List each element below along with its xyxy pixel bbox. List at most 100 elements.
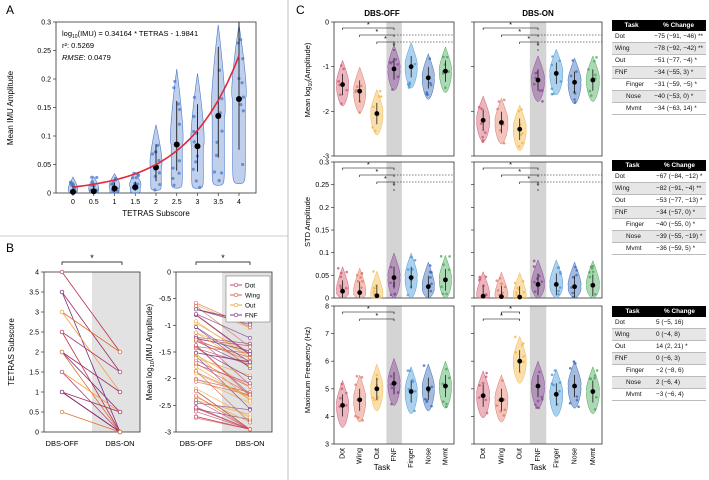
cell-task: Nose — [612, 230, 653, 243]
data-point — [502, 98, 506, 102]
data-point — [569, 74, 573, 78]
y-tick-label: 0.05 — [315, 273, 329, 280]
y-tick-label: 0.15 — [315, 228, 329, 235]
data-point — [485, 411, 489, 415]
th-change: % Change — [653, 160, 706, 171]
data-point — [556, 266, 560, 269]
sig-star: * — [384, 174, 387, 183]
data-point — [192, 140, 196, 144]
data-point — [594, 293, 597, 296]
x-tick-label: Dot — [480, 448, 487, 459]
data-point — [520, 108, 523, 111]
median-marker — [194, 143, 201, 150]
data-point — [515, 293, 519, 297]
data-point — [177, 171, 181, 175]
table-row: Mvmt −36 (−59, 5) * — [612, 242, 706, 255]
data-point — [551, 55, 554, 58]
subject-line — [195, 366, 251, 400]
median-marker — [590, 77, 596, 83]
data-point — [194, 179, 198, 183]
data-point — [157, 171, 162, 175]
sig-bracket — [501, 34, 539, 37]
point-on — [248, 364, 252, 368]
panel-b-right-ylabel: Mean log10(IMU Amplitude) — [145, 303, 156, 400]
cell-task: Mvmt — [612, 242, 653, 255]
cell-task: Finger — [612, 218, 653, 231]
data-point — [498, 276, 502, 280]
legend-marker — [233, 292, 239, 298]
data-point — [413, 389, 417, 393]
x-tick-label: Out — [517, 448, 524, 459]
y-tick-label: 0.5 — [29, 410, 39, 417]
data-point — [558, 381, 562, 384]
median-marker — [408, 275, 414, 280]
data-point — [413, 409, 416, 413]
subject-line — [61, 411, 121, 433]
subject-line — [61, 311, 121, 353]
median-marker — [340, 402, 345, 408]
data-point — [371, 396, 375, 400]
median-marker — [408, 389, 414, 394]
data-point — [593, 376, 596, 380]
data-point — [240, 81, 244, 85]
cell-change: −78 (−92, −42) ** — [651, 42, 706, 55]
data-point — [220, 171, 224, 175]
cell-change: −2 (−8, 6) — [653, 364, 706, 377]
cell-change: −34 (−57, 0) * — [653, 206, 706, 219]
y-tick-label: 0.2 — [41, 77, 51, 84]
data-point — [518, 371, 522, 374]
data-point — [558, 270, 562, 274]
x-tick-label: 3.5 — [213, 199, 223, 206]
data-point — [241, 57, 245, 61]
data-point — [429, 81, 432, 85]
data-point — [557, 289, 560, 293]
data-point — [171, 166, 175, 170]
data-point — [588, 377, 592, 381]
subject-line — [195, 363, 251, 395]
subject-line — [195, 399, 251, 430]
data-point — [339, 284, 342, 288]
subject-line — [195, 378, 251, 404]
median-marker — [173, 141, 180, 148]
data-point — [588, 271, 591, 274]
cell-change: −75 (−91, −46) ** — [651, 31, 706, 43]
data-point — [430, 404, 433, 408]
data-point — [536, 399, 540, 403]
data-point — [540, 397, 544, 401]
panel-b: B 0 0.5 1 1.5 2 2.5 3 3.5 4 * DBS-OFF DBS-ON TET… — [6, 241, 273, 448]
data-point — [593, 374, 597, 377]
data-point — [595, 395, 598, 399]
median-marker — [517, 358, 523, 364]
x-group-off: DBS-OFF — [46, 439, 79, 448]
sig-bracket — [61, 261, 123, 265]
sig-bracket — [482, 27, 539, 30]
sig-star: * — [527, 174, 530, 183]
data-point — [354, 383, 357, 387]
data-point — [478, 384, 481, 387]
data-point — [411, 268, 414, 271]
data-point — [499, 128, 502, 132]
point-off — [194, 389, 198, 394]
table-row: Nose −39 (−55, −19) * — [612, 230, 706, 243]
data-point — [503, 285, 507, 289]
data-point — [176, 102, 180, 106]
data-point — [372, 270, 375, 273]
subject-line — [195, 416, 251, 430]
sig-bracket — [376, 181, 395, 184]
data-point — [178, 107, 182, 112]
data-point — [575, 398, 579, 402]
data-point — [375, 377, 379, 381]
cell-change: −67 (−84, −12) * — [653, 171, 706, 183]
sig-bracket — [359, 174, 395, 177]
data-point — [337, 80, 341, 83]
sig-star: * — [375, 167, 378, 176]
legend-label-fnf: FNF — [245, 313, 258, 320]
median-marker — [408, 64, 414, 70]
data-point — [393, 293, 397, 296]
data-point — [513, 335, 517, 339]
x-tick-label: 0 — [71, 199, 75, 206]
cell-task: FNF — [612, 66, 652, 79]
data-point — [442, 400, 445, 403]
median-marker — [357, 88, 363, 94]
fit-curve — [72, 55, 240, 188]
